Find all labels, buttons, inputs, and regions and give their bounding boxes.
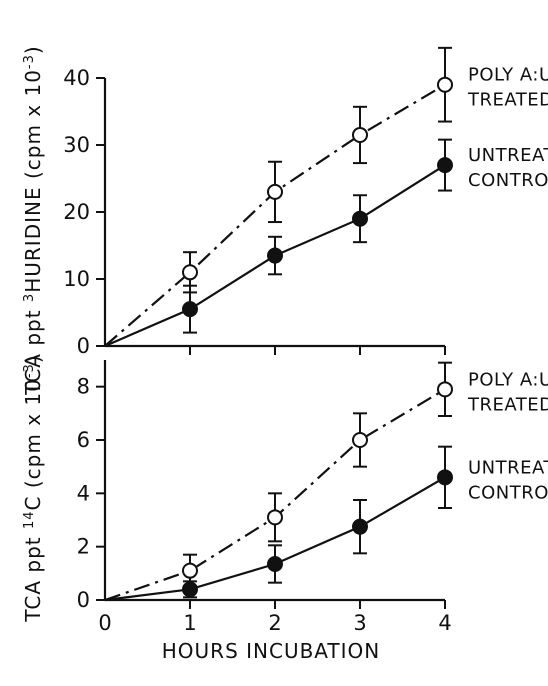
- y-tick-label: 10: [63, 267, 90, 291]
- y-axis-title-part: H: [21, 277, 45, 293]
- open-circle-marker: [437, 381, 453, 398]
- filled-circle-marker: [352, 210, 368, 227]
- series-label: CONTROL: [468, 482, 548, 503]
- filled-circle-marker: [267, 556, 283, 572]
- y-axis-title: TCA ppt 3HURIDINE (cpm x 10-3): [21, 45, 45, 395]
- y-axis-title-superscript: -3: [22, 54, 37, 69]
- y-axis-title-part: ): [21, 354, 45, 363]
- y-tick-label: 40: [63, 66, 90, 90]
- y-axis-title-part: C (cpm x 10: [21, 378, 45, 510]
- y-axis-title-part: URIDINE (cpm x 10: [21, 69, 45, 277]
- series-label: POLY A:U: [468, 65, 548, 86]
- filled-circle-marker: [267, 247, 283, 264]
- y-axis-title-part: TCA ppt: [21, 302, 45, 396]
- y-axis-title-part: TCA ppt: [21, 529, 45, 623]
- x-tick-label: 1: [183, 611, 196, 635]
- open-circle-marker: [267, 509, 283, 526]
- x-tick-label: 3: [353, 611, 366, 635]
- filled-circle-marker: [437, 157, 453, 174]
- open-circle-marker: [352, 126, 368, 143]
- filled-circle-marker: [437, 469, 453, 486]
- y-tick-label: 8: [77, 375, 90, 399]
- y-tick-label: 0: [77, 334, 90, 358]
- series-treated: POLY A:U TREATED: [104, 361, 548, 602]
- x-tick-label: 4: [438, 611, 451, 635]
- open-circle-marker: [352, 432, 368, 448]
- series-label: UNTREATED: [468, 457, 548, 478]
- series-treated: POLY A:U TREATED: [104, 46, 548, 347]
- series-control: UNTREATED CONTROL: [104, 138, 548, 348]
- open-circle-marker: [182, 562, 198, 579]
- open-circle-marker: [182, 264, 198, 281]
- y-axis-title-superscript: 14: [22, 510, 37, 529]
- filled-circle-marker: [182, 301, 198, 318]
- y-axis-title-part: ): [21, 45, 45, 54]
- y-axis-title-superscript: -3: [22, 363, 37, 378]
- series-label: TREATED: [467, 394, 548, 415]
- open-circle-marker: [267, 183, 283, 200]
- x-axis-title: HOURS INCUBATION: [162, 639, 381, 663]
- y-tick-label: 20: [63, 200, 90, 224]
- y-tick-label: 2: [77, 535, 90, 559]
- y-axis-title: TCA ppt 14C (cpm x 10-3): [21, 354, 45, 622]
- filled-circle-marker: [182, 581, 198, 598]
- series-label: CONTROL: [468, 170, 548, 191]
- open-circle-marker: [437, 76, 453, 93]
- x-tick-label: 0: [98, 611, 111, 635]
- filled-circle-marker: [352, 518, 368, 535]
- series-control: UNTREATED CONTROL: [104, 445, 548, 602]
- panel-bottom: 0 2 4 6 8 0 1 2 3 4 HOURS INCUBATION TCA ppt 14C (c…: [21, 354, 548, 663]
- series-label: UNTREATED: [468, 145, 548, 166]
- series-label: POLY A:U: [468, 369, 548, 390]
- y-tick-label: 4: [77, 481, 90, 505]
- y-tick-label: 0: [77, 588, 90, 612]
- y-tick-label: 30: [63, 133, 90, 157]
- x-tick-label: 2: [268, 611, 281, 635]
- y-axis-title-superscript: 3: [22, 293, 37, 302]
- series-label: TREATED: [467, 90, 548, 111]
- y-tick-label: 6: [77, 428, 90, 452]
